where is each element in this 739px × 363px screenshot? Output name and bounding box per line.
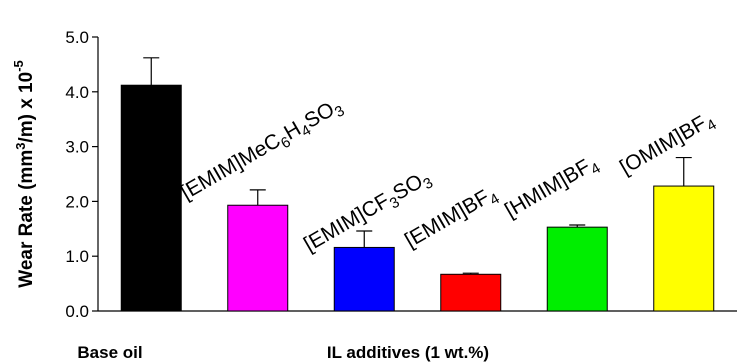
bar [546,226,608,312]
y-ticks: 0.0 1.0 2.0 3.0 4.0 5.0 [65,28,98,321]
error-bar [249,189,266,206]
error-bar [143,57,160,86]
bar-label: [EMIM]MeC6H4SO3 [177,94,348,208]
bar-label: [OMIM]BF4 [616,107,720,182]
bar [227,204,289,312]
y-tick-label: 2.0 [65,192,89,211]
axes [97,37,737,312]
y-tick-label: 0.0 [65,302,89,321]
y-tick-label: 5.0 [65,28,89,47]
error-bar [675,156,692,187]
y-tick-label: 4.0 [65,83,89,102]
bar [120,84,182,312]
bar [440,273,502,312]
y-axis-label: Wear Rate (mm3/m) x 10-5 [11,60,37,288]
error-bar [569,224,586,228]
bar [333,246,395,312]
error-bars [143,57,692,275]
y-tick-label: 1.0 [65,247,89,266]
y-axis-title: Wear Rate (mm3/m) x 10-5 [11,60,37,288]
group-label-il-additives: IL additives (1 wt.%) [327,343,489,362]
bar [653,185,715,312]
group-label-base-oil: Base oil [77,343,142,362]
y-tick-label: 3.0 [65,138,89,157]
bar-label: [HMIM]BF4 [501,151,604,226]
error-bar [462,272,479,275]
error-bar [356,230,373,248]
bars [120,84,715,312]
